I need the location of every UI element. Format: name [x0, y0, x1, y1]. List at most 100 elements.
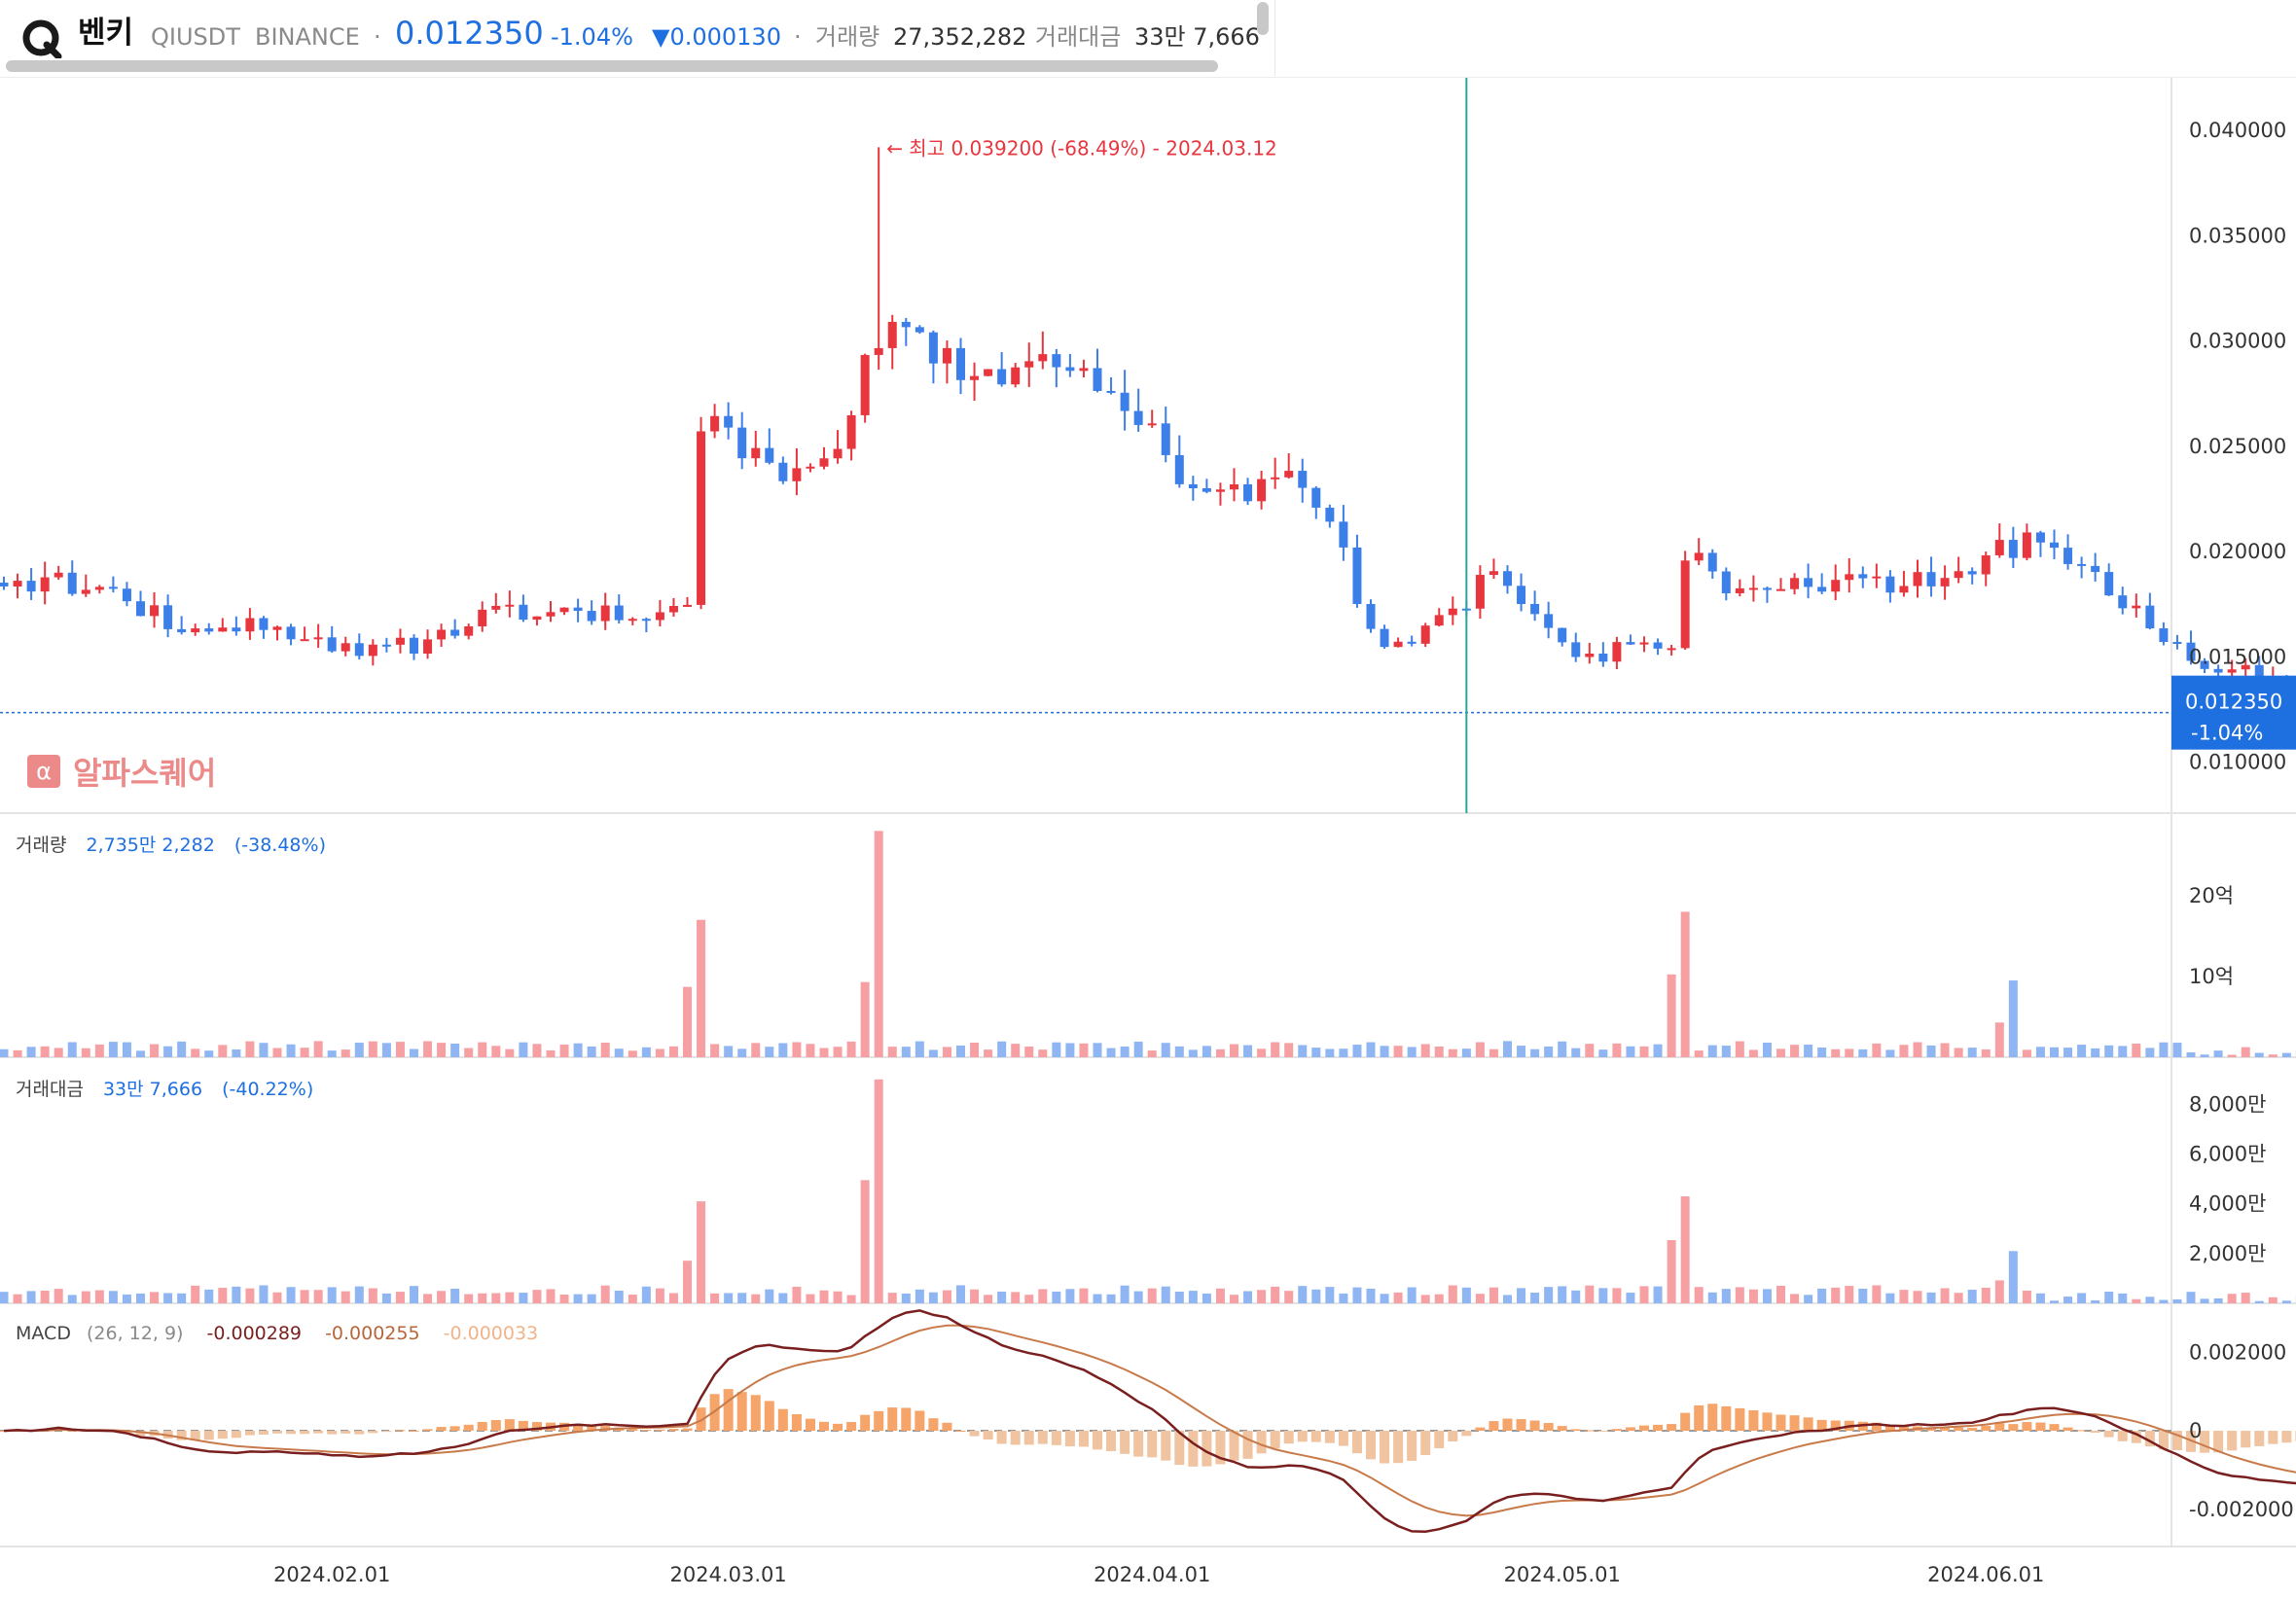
candle-body — [846, 414, 856, 449]
turnover-bar — [13, 1294, 22, 1303]
candle-body — [1325, 507, 1335, 522]
volume-bar — [1434, 1047, 1444, 1057]
turnover-bar — [1694, 1287, 1704, 1303]
candle-body — [381, 644, 391, 647]
macd-histogram-bar — [955, 1430, 966, 1432]
turnover-bar — [1707, 1292, 1717, 1303]
macd-histogram-bar — [1310, 1431, 1321, 1442]
macd-histogram-bar — [1639, 1425, 1649, 1432]
volume-bar — [1954, 1048, 1963, 1057]
macd-histogram-bar — [736, 1392, 747, 1432]
turnover-bar — [1517, 1288, 1526, 1303]
candle-body — [1845, 574, 1854, 581]
volume-bar — [1024, 1046, 1034, 1057]
turnover-bar — [1735, 1287, 1744, 1303]
candle-body — [1161, 423, 1170, 455]
turnover-bar — [1790, 1294, 1800, 1303]
macd-histogram-bar — [2131, 1431, 2141, 1443]
separator-dot: · — [374, 23, 381, 51]
volume-bar — [1188, 1049, 1198, 1057]
volume-bar — [1120, 1047, 1130, 1057]
turnover-bar — [2091, 1299, 2100, 1303]
turnover-bar — [1544, 1287, 1554, 1303]
candle-body — [2063, 548, 2073, 564]
candle-body — [1489, 571, 1498, 576]
turnover-bar — [887, 1293, 897, 1303]
volume-bar — [519, 1042, 528, 1057]
candle-body — [641, 619, 651, 622]
candle-body — [2008, 540, 2018, 558]
candle-body — [860, 354, 870, 415]
turnover-bar — [2268, 1297, 2278, 1303]
chart-area[interactable]: 0.010000 0.015000 0.020000 0.025000 0.030000… — [0, 78, 2296, 1599]
candle-body — [354, 643, 364, 657]
macd-histogram-bar — [750, 1395, 761, 1432]
volume-bar — [1052, 1042, 1061, 1057]
turnover-bar — [1133, 1291, 1143, 1303]
turnover-bar — [778, 1293, 788, 1303]
candle-body — [218, 627, 228, 632]
macd-histogram-bar — [1830, 1420, 1841, 1432]
macd-histogram-bar — [969, 1431, 980, 1437]
candle-body — [1571, 642, 1581, 657]
turnover-bar — [40, 1290, 50, 1303]
candle-body — [1667, 648, 1676, 651]
candle-body — [668, 606, 678, 613]
horizontal-scrollbar[interactable] — [6, 60, 1218, 72]
macd-histogram-bar — [1680, 1412, 1691, 1432]
turnover-bar — [177, 1293, 187, 1303]
candle-body — [1352, 547, 1362, 604]
turnover-bar — [1530, 1293, 1540, 1303]
macd-histogram-bar — [422, 1429, 433, 1432]
macd-histogram-bar — [231, 1431, 241, 1439]
volume-bar — [341, 1049, 350, 1057]
candle-body — [1858, 574, 1868, 579]
macd-histogram-bar — [682, 1428, 693, 1432]
volume-panel-label: 거래량 2,735만 2,282 (-38.48%) — [16, 834, 326, 857]
macd-histogram-bar — [1570, 1429, 1581, 1432]
candle-body — [874, 347, 883, 355]
macd-histogram-bar — [341, 1431, 351, 1434]
last-price-badge — [2171, 675, 2296, 750]
candle-body — [901, 321, 911, 328]
macd-histogram-bar — [1202, 1431, 1212, 1467]
turnover-bar — [1762, 1289, 1772, 1303]
macd-histogram-bar — [1694, 1404, 1704, 1432]
volume-bar — [1748, 1049, 1758, 1057]
volume-bar — [1161, 1043, 1170, 1057]
candle-body — [2172, 642, 2182, 645]
macd-histogram-bar — [1256, 1431, 1267, 1454]
macd-histogram-bar — [764, 1401, 774, 1432]
volume-bar — [1707, 1045, 1717, 1057]
turnover-bar — [1585, 1285, 1595, 1303]
turnover-bar — [1215, 1288, 1225, 1303]
volume-bar — [1981, 1048, 1991, 1057]
vertical-scrollbar[interactable] — [1257, 2, 1269, 35]
volume-bar — [683, 986, 692, 1057]
candle-body — [0, 583, 9, 586]
volume-bar — [1994, 1022, 2004, 1057]
macd-histogram-bar — [463, 1424, 474, 1432]
volume-bar — [150, 1044, 160, 1057]
turnover-bar — [2200, 1298, 2209, 1303]
macd-histogram-bar — [1351, 1431, 1362, 1454]
volume-bar — [1598, 1049, 1608, 1057]
macd-histogram-bar — [600, 1425, 611, 1432]
volume-bar — [313, 1041, 323, 1057]
volume-bar — [778, 1043, 788, 1057]
turnover-bar — [354, 1286, 364, 1303]
turnover-bar — [1858, 1288, 1868, 1303]
volume-bar — [1325, 1048, 1335, 1057]
last-change-label: -1.04% — [2191, 722, 2263, 745]
volume-bar — [2035, 1047, 2045, 1057]
candle-body — [1202, 487, 1211, 492]
turnover-bar — [806, 1294, 815, 1303]
volume-bar — [737, 1048, 747, 1057]
macd-histogram-bar — [1283, 1431, 1294, 1444]
search-icon[interactable] — [19, 19, 62, 58]
volume-bar — [1147, 1050, 1157, 1057]
turnover-bar — [1325, 1287, 1335, 1303]
volume-bar — [573, 1043, 583, 1057]
turnover-bar — [1804, 1295, 1813, 1303]
macd-histogram-bar — [2022, 1422, 2032, 1432]
